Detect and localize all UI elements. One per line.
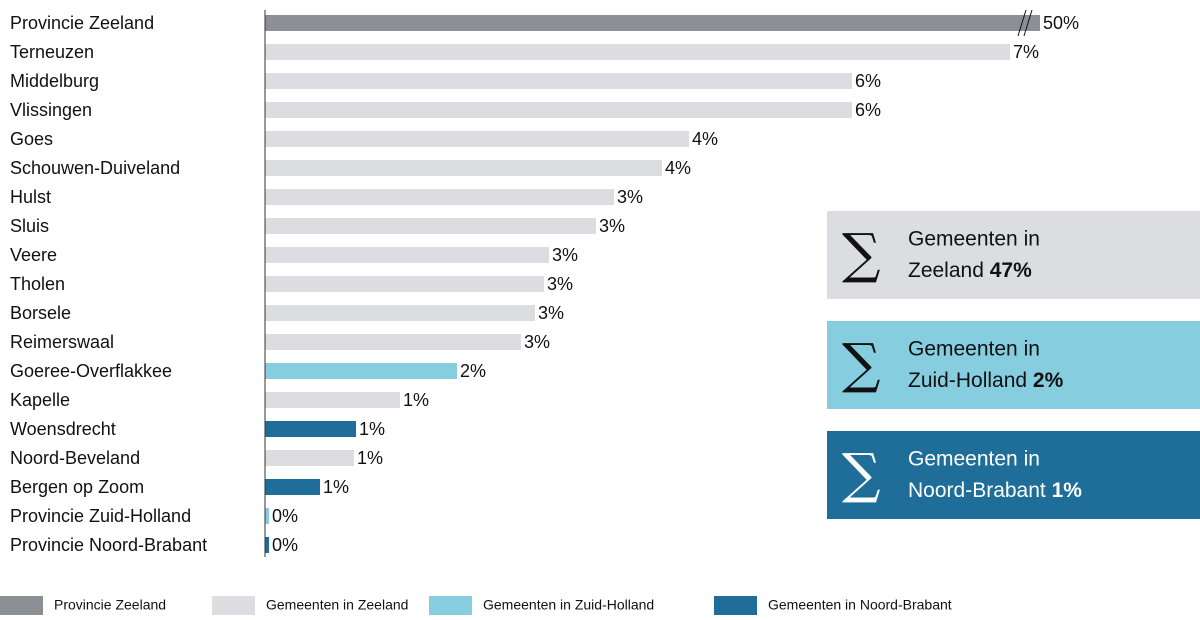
value-label: 7% bbox=[1013, 42, 1039, 62]
value-label: 3% bbox=[617, 187, 643, 207]
category-label: Provincie Noord-Brabant bbox=[10, 535, 207, 555]
bar bbox=[265, 102, 852, 118]
bar bbox=[265, 305, 535, 321]
summary-group: Zuid-Holland bbox=[908, 369, 1027, 392]
legend-label: Gemeenten in Zeeland bbox=[266, 597, 408, 613]
summary-line: Gemeenten in bbox=[908, 338, 1040, 361]
value-label: 3% bbox=[547, 274, 573, 294]
summary-line: Gemeenten in bbox=[908, 228, 1040, 251]
value-label: 1% bbox=[403, 390, 429, 410]
bar bbox=[265, 363, 457, 379]
bar bbox=[265, 537, 269, 553]
value-label: 50% bbox=[1043, 13, 1079, 33]
category-label: Borsele bbox=[10, 303, 71, 323]
axis-break bbox=[1017, 9, 1027, 37]
summary-value: 2% bbox=[1033, 369, 1064, 392]
bar bbox=[265, 218, 596, 234]
bar bbox=[265, 247, 549, 263]
legend-swatch bbox=[212, 596, 255, 615]
legend-swatch bbox=[429, 596, 472, 615]
legend-label: Provincie Zeeland bbox=[54, 597, 166, 613]
value-label: 4% bbox=[665, 158, 691, 178]
category-label: Noord-Beveland bbox=[10, 448, 140, 468]
value-label: 0% bbox=[272, 506, 298, 526]
bar bbox=[265, 334, 521, 350]
bar bbox=[265, 479, 320, 495]
value-label: 3% bbox=[599, 216, 625, 236]
legend-swatch bbox=[0, 596, 43, 615]
value-label: 0% bbox=[272, 535, 298, 555]
bar bbox=[265, 189, 614, 205]
category-label: Reimerswaal bbox=[10, 332, 114, 352]
category-label: Provincie Zeeland bbox=[10, 13, 154, 33]
category-label: Vlissingen bbox=[10, 100, 92, 120]
bar bbox=[265, 421, 356, 437]
category-label: Terneuzen bbox=[10, 42, 94, 62]
category-label: Goeree-Overflakkee bbox=[10, 361, 172, 381]
value-label: 1% bbox=[359, 419, 385, 439]
bar bbox=[265, 44, 1010, 60]
sigma-icon: ∑ bbox=[842, 442, 881, 505]
value-label: 6% bbox=[855, 100, 881, 120]
legend-label: Gemeenten in Zuid-Holland bbox=[483, 597, 654, 613]
summary-group: Noord-Brabant bbox=[908, 479, 1046, 502]
legend-label: Gemeenten in Noord-Brabant bbox=[768, 597, 952, 613]
value-label: 1% bbox=[357, 448, 383, 468]
category-label: Provincie Zuid-Holland bbox=[10, 506, 191, 526]
sigma-icon: ∑ bbox=[842, 332, 881, 395]
summary-line: Gemeenten in bbox=[908, 448, 1040, 471]
bar bbox=[265, 508, 269, 524]
category-label: Middelburg bbox=[10, 71, 99, 91]
bar bbox=[265, 131, 689, 147]
value-label: 2% bbox=[460, 361, 486, 381]
value-label: 6% bbox=[855, 71, 881, 91]
summary-line: Zeeland 47% bbox=[908, 259, 1032, 282]
summary-group: Zeeland bbox=[908, 259, 984, 282]
summary-value: 47% bbox=[990, 259, 1032, 282]
value-label: 3% bbox=[524, 332, 550, 352]
summary-box bbox=[827, 321, 1200, 409]
value-label: 3% bbox=[538, 303, 564, 323]
category-label: Kapelle bbox=[10, 390, 70, 410]
category-label: Sluis bbox=[10, 216, 49, 236]
summary-line: Noord-Brabant 1% bbox=[908, 479, 1082, 502]
bar bbox=[265, 450, 354, 466]
bar bbox=[265, 276, 544, 292]
bar bbox=[265, 73, 852, 89]
value-label: 4% bbox=[692, 129, 718, 149]
axis-break bbox=[1023, 9, 1033, 37]
summary-line: Zuid-Holland 2% bbox=[908, 369, 1064, 392]
bar bbox=[265, 15, 1040, 31]
summary-box bbox=[827, 211, 1200, 299]
category-label: Tholen bbox=[10, 274, 65, 294]
category-label: Goes bbox=[10, 129, 53, 149]
category-label: Hulst bbox=[10, 187, 51, 207]
legend-swatch bbox=[714, 596, 757, 615]
summary-box bbox=[827, 431, 1200, 519]
sigma-icon: ∑ bbox=[842, 222, 881, 285]
bar bbox=[265, 392, 400, 408]
bar bbox=[265, 160, 662, 176]
category-label: Woensdrecht bbox=[10, 419, 116, 439]
category-label: Bergen op Zoom bbox=[10, 477, 144, 497]
value-label: 1% bbox=[323, 477, 349, 497]
value-label: 3% bbox=[552, 245, 578, 265]
summary-value: 1% bbox=[1052, 479, 1083, 502]
category-label: Schouwen-Duiveland bbox=[10, 158, 180, 178]
category-label: Veere bbox=[10, 245, 57, 265]
